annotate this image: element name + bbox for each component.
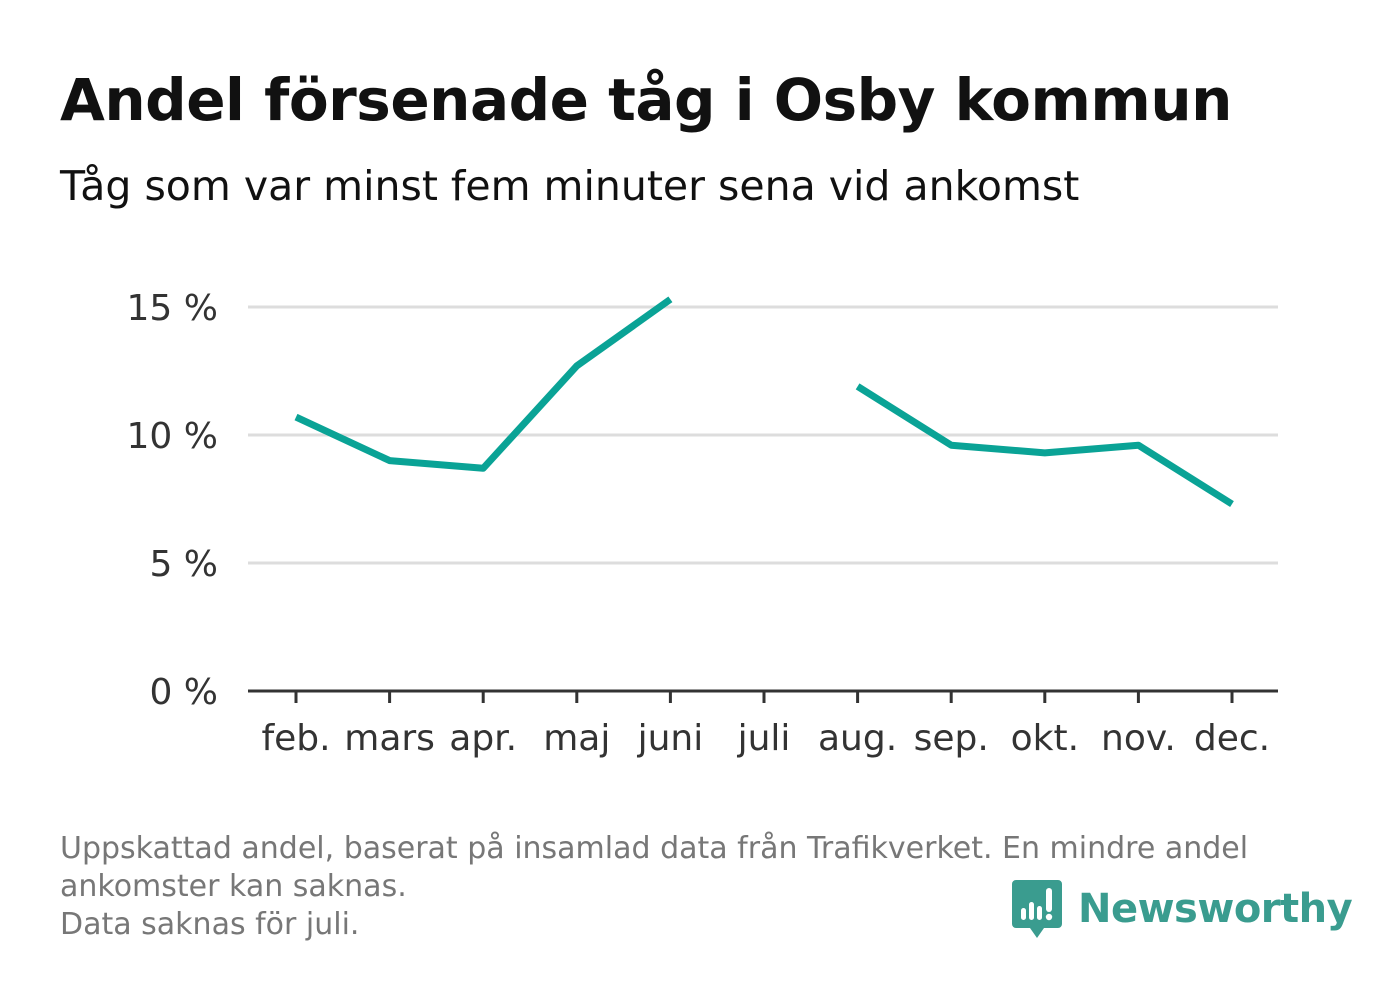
footnote-line-1: Uppskattad andel, baserat på insamlad da… xyxy=(60,831,1249,866)
x-tick-label: juni xyxy=(637,718,704,759)
x-tick-label: apr. xyxy=(449,718,517,759)
gridlines xyxy=(248,305,1278,565)
x-tick-label: okt. xyxy=(1011,718,1079,759)
x-tick-label: feb. xyxy=(261,718,330,759)
x-tick-label: maj xyxy=(543,718,610,759)
x-tick-label: nov. xyxy=(1101,718,1176,759)
series-line xyxy=(294,296,1234,508)
footnote-line-2: ankomster kan saknas. xyxy=(60,869,407,904)
x-tick-label: sep. xyxy=(914,718,989,759)
newsworthy-logo-icon xyxy=(1012,880,1062,938)
footnote: Uppskattad andel, baserat på insamlad da… xyxy=(60,830,1310,944)
x-tick-label: aug. xyxy=(818,718,897,759)
series-line-segment xyxy=(294,296,673,472)
chart-title: Andel försenade tåg i Osby kommun xyxy=(60,66,1232,134)
x-tick-label: dec. xyxy=(1194,718,1270,759)
brand-name: Newsworthy xyxy=(1078,886,1353,932)
x-axis-ticks: feb. mars apr. maj juni juli aug. sep. okt. nov. d… xyxy=(261,691,1270,759)
y-axis-ticks: 0 % 5 % 10 % 15 % xyxy=(127,288,218,713)
y-tick-label: 0 % xyxy=(149,672,218,713)
series-line-segment xyxy=(855,383,1234,508)
chart-subtitle: Tåg som var minst fem minuter sena vid a… xyxy=(60,162,1080,210)
brand-logo: Newsworthy xyxy=(1012,880,1353,938)
y-tick-label: 10 % xyxy=(127,416,218,457)
x-tick-label: juli xyxy=(737,718,791,759)
y-tick-label: 15 % xyxy=(127,288,218,329)
x-tick-label: mars xyxy=(344,718,435,759)
y-tick-label: 5 % xyxy=(149,544,218,585)
footnote-line-3: Data saknas för juli. xyxy=(60,907,360,942)
